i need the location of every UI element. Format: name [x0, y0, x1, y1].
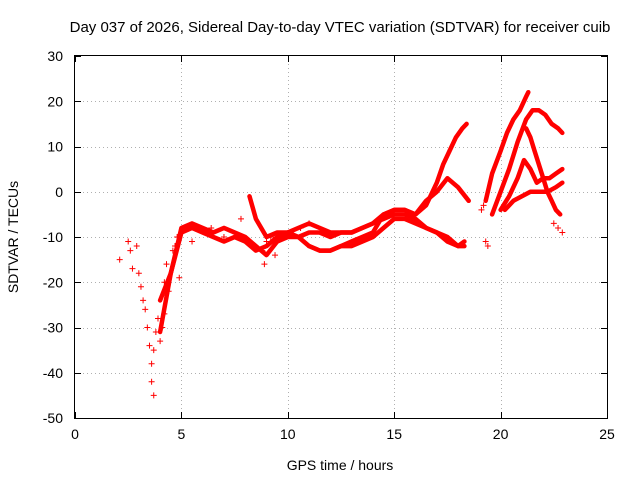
data-point [169, 247, 176, 254]
data-layer [116, 89, 566, 399]
y-tick-label: 10 [47, 139, 63, 155]
data-point [116, 256, 123, 263]
data-point [135, 270, 142, 277]
data-point [129, 265, 136, 272]
data-point [142, 306, 149, 313]
data-point [272, 252, 279, 259]
series-track-g [498, 157, 565, 213]
data-point [172, 243, 179, 250]
series-track-d [306, 216, 467, 253]
plot-frame [74, 55, 608, 419]
data-point [550, 220, 557, 227]
y-tick-label: -30 [43, 320, 63, 336]
data-point [133, 243, 140, 250]
data-point [297, 224, 304, 231]
data-point [261, 261, 268, 268]
data-point [263, 238, 270, 245]
data-point [157, 338, 164, 345]
data-point [174, 234, 181, 240]
y-tick-label: -50 [43, 410, 63, 426]
data-point [559, 229, 566, 236]
series-track-f [489, 108, 565, 217]
data-point [150, 347, 157, 354]
series-track-e [483, 89, 531, 204]
data-point [140, 297, 147, 304]
x-tick-label: 15 [386, 426, 402, 442]
axis-ticks: 0 5 10 15 20 25 -50 -40 -30 -20 -10 0 10 20 30 [43, 48, 615, 442]
data-point [125, 238, 132, 245]
y-tick-label: 20 [47, 93, 63, 109]
data-point [484, 243, 491, 250]
x-axis-label: GPS time / hours [287, 457, 394, 473]
data-point [148, 378, 155, 385]
series-track-a [157, 121, 469, 303]
data-point [208, 224, 215, 231]
data-point [176, 274, 183, 281]
x-tick-label: 25 [599, 426, 615, 442]
data-point [152, 329, 159, 336]
y-tick-label: -40 [43, 365, 63, 381]
y-tick-label: 30 [47, 48, 63, 64]
y-tick-label: -20 [43, 274, 63, 290]
data-point [482, 238, 489, 245]
x-tick-label: 5 [178, 426, 186, 442]
data-point [144, 324, 151, 331]
data-point [306, 220, 313, 227]
data-point [555, 224, 562, 231]
data-point [220, 234, 227, 240]
data-point [259, 247, 266, 254]
data-point [267, 234, 274, 240]
data-point [189, 238, 196, 245]
data-point [127, 247, 134, 254]
data-point [237, 215, 244, 222]
data-point [159, 324, 166, 331]
data-point [478, 206, 485, 213]
x-tick-label: 20 [493, 426, 509, 442]
series-track-i [502, 180, 565, 213]
data-point [146, 342, 153, 349]
y-axis-label: SDTVAR / TECUs [5, 181, 21, 293]
y-tick-label: -10 [43, 229, 63, 245]
data-point [154, 315, 161, 322]
data-point [165, 288, 172, 295]
data-point [161, 279, 168, 286]
data-point [150, 392, 157, 399]
y-tick-label: 0 [55, 184, 63, 200]
series-track-h [523, 126, 563, 217]
data-point [137, 283, 144, 290]
data-point [480, 202, 487, 209]
x-tick-label: 0 [71, 426, 79, 442]
data-point [148, 360, 155, 367]
data-point [161, 310, 168, 317]
data-point [163, 261, 170, 268]
x-tick-label: 10 [280, 426, 296, 442]
chart-title: Day 037 of 2026, Sidereal Day-to-day VTE… [70, 19, 611, 36]
